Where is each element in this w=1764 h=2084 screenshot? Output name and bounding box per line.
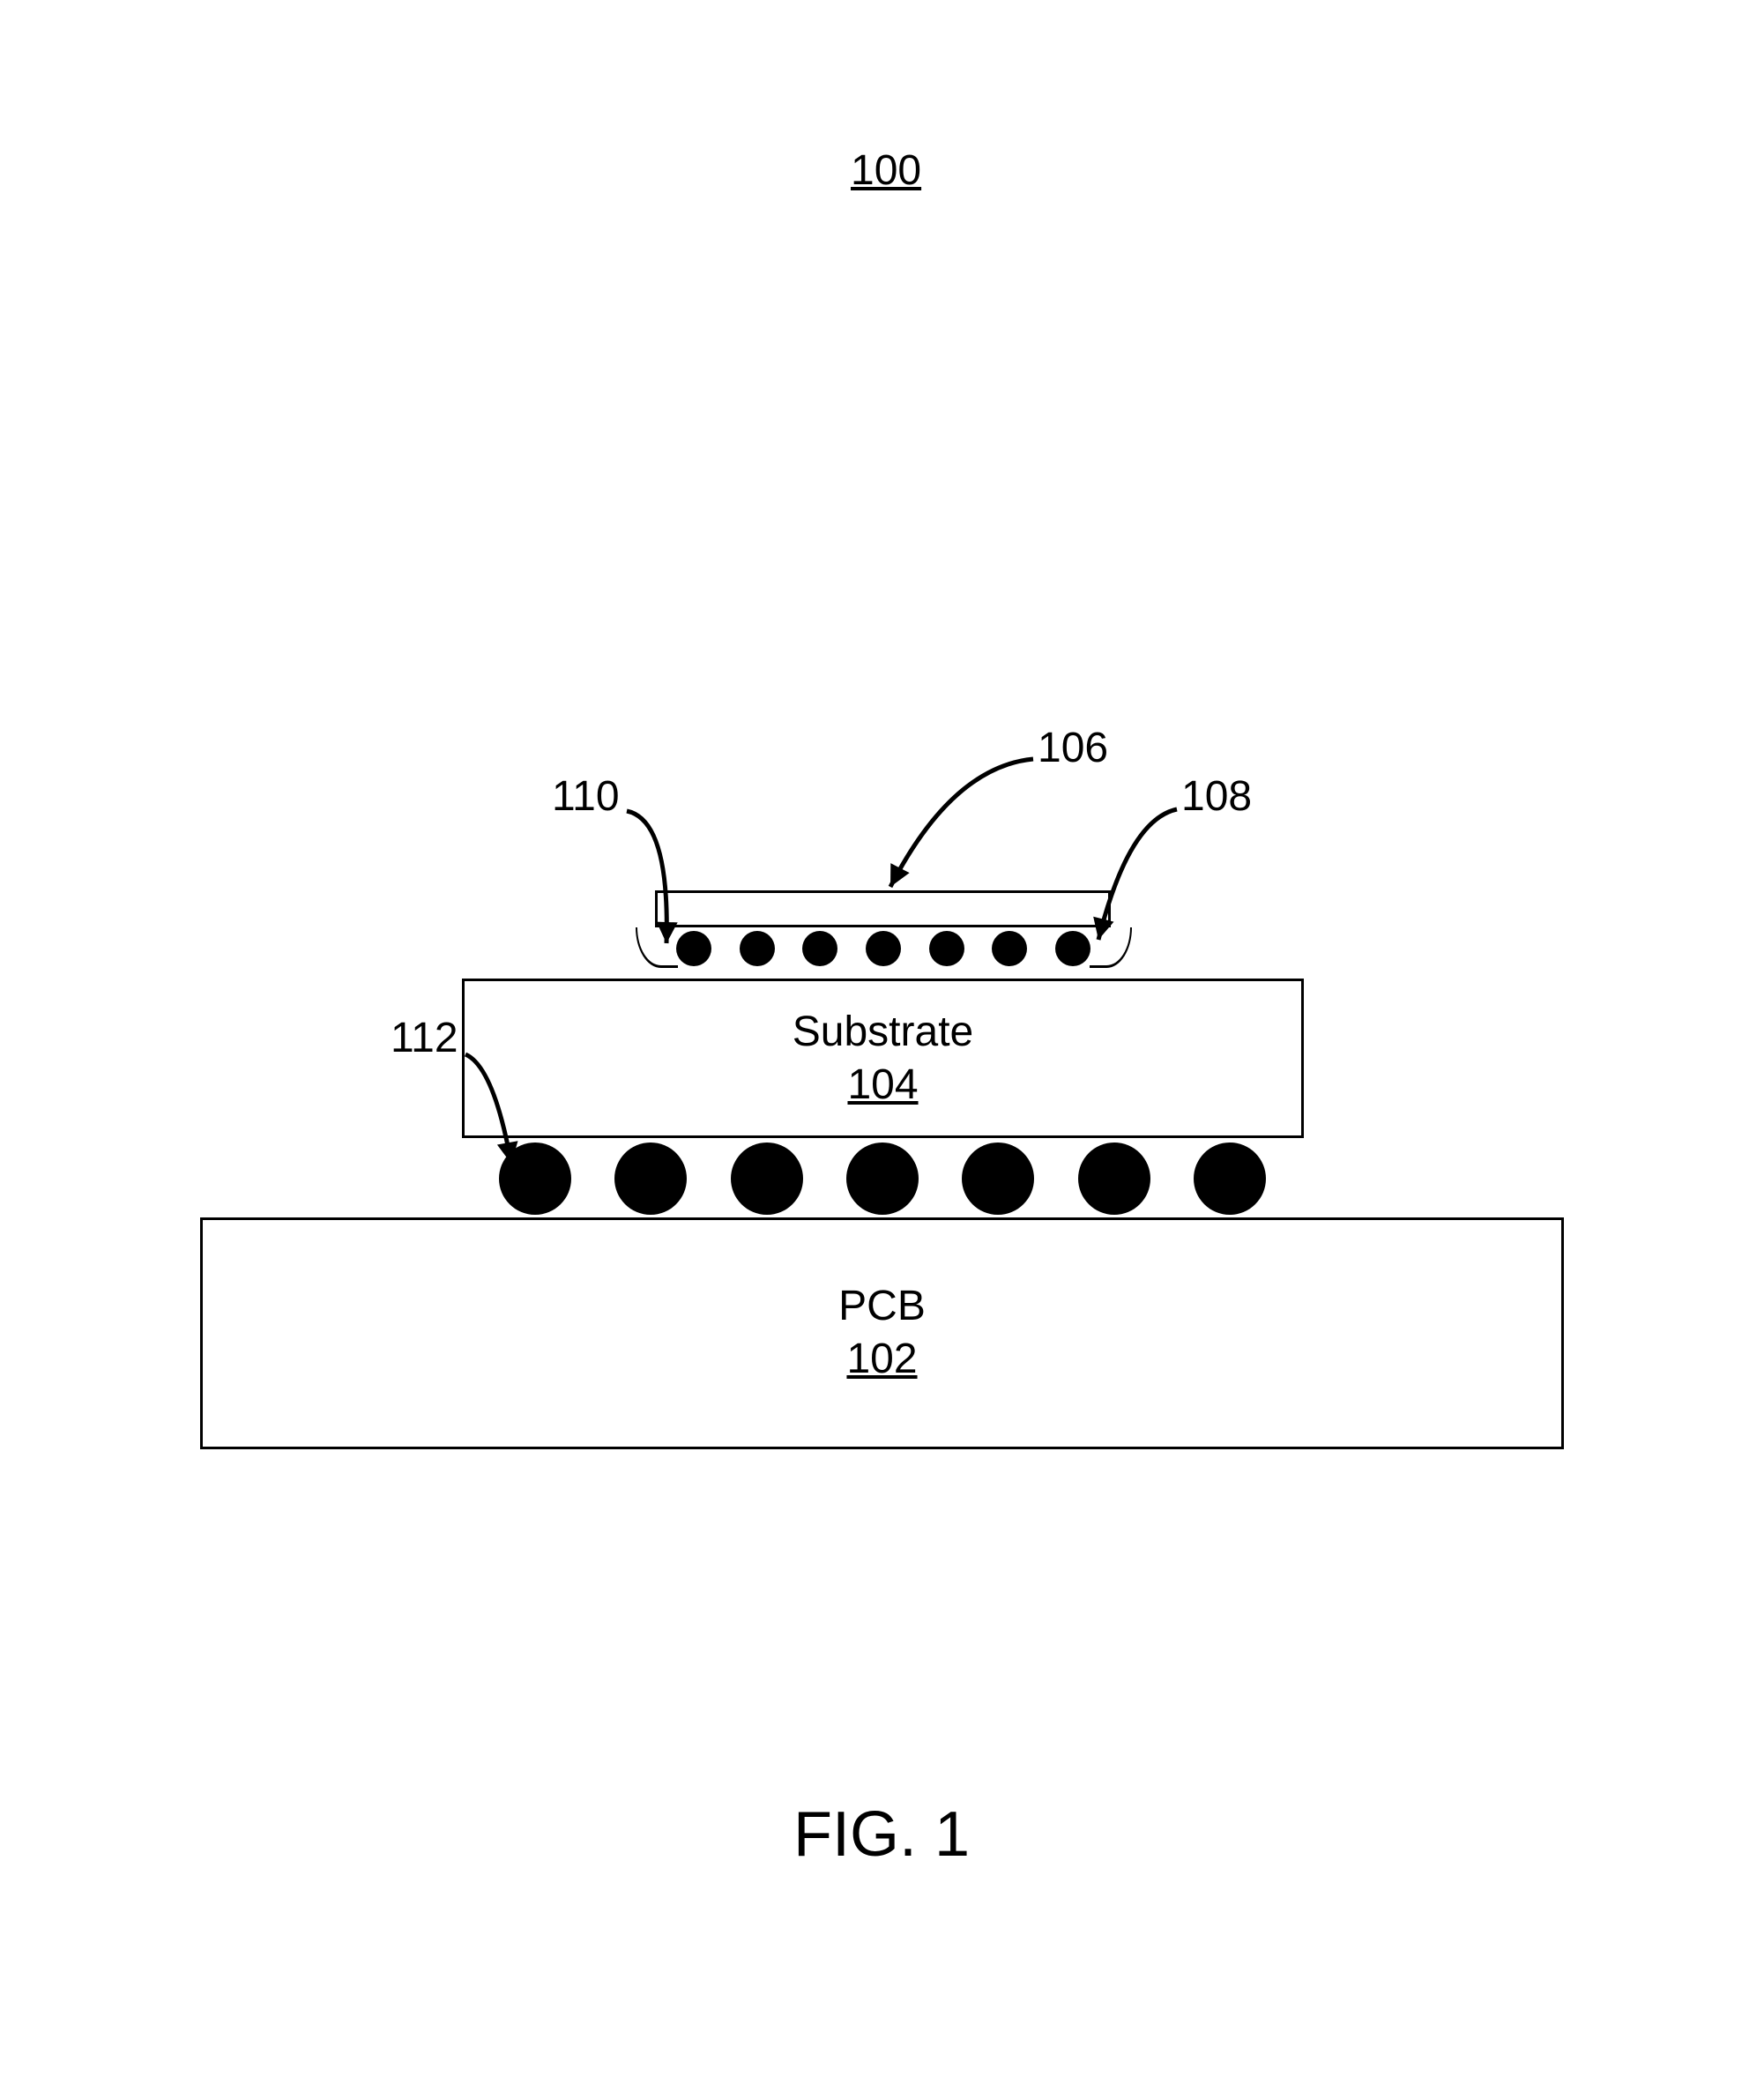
figure-title: FIG. 1 xyxy=(793,1798,970,1871)
c4-ball xyxy=(676,931,711,966)
bga-ball xyxy=(1078,1142,1150,1215)
pcb-block: PCB 102 xyxy=(200,1217,1564,1449)
die-block xyxy=(655,890,1111,927)
callout-112: 112 xyxy=(391,1014,458,1062)
c4-ball xyxy=(992,931,1027,966)
substrate-block: Substrate 104 xyxy=(462,979,1304,1138)
bga-ball xyxy=(846,1142,919,1215)
c4-ball xyxy=(1055,931,1090,966)
callout-110: 110 xyxy=(552,772,620,821)
c4-ball xyxy=(866,931,901,966)
callout-106: 106 xyxy=(1038,724,1108,772)
substrate-ref: 104 xyxy=(465,1061,1301,1109)
callout-108: 108 xyxy=(1181,772,1252,821)
bga-ball xyxy=(962,1142,1034,1215)
underfill-left xyxy=(636,927,678,968)
figure-ref-label: 100 xyxy=(851,146,921,195)
bga-ball xyxy=(614,1142,687,1215)
pcb-label: PCB xyxy=(203,1282,1561,1330)
bga-ball xyxy=(731,1142,803,1215)
bga-ball xyxy=(1194,1142,1266,1215)
bga-ball xyxy=(499,1142,571,1215)
c4-ball xyxy=(740,931,775,966)
bga-ball-row xyxy=(499,1142,1266,1215)
substrate-label: Substrate xyxy=(465,1008,1301,1056)
c4-ball xyxy=(802,931,837,966)
underfill-right xyxy=(1090,927,1132,968)
pcb-ref: 102 xyxy=(203,1335,1561,1383)
c4-ball xyxy=(929,931,964,966)
c4-ball-row xyxy=(676,931,1090,966)
